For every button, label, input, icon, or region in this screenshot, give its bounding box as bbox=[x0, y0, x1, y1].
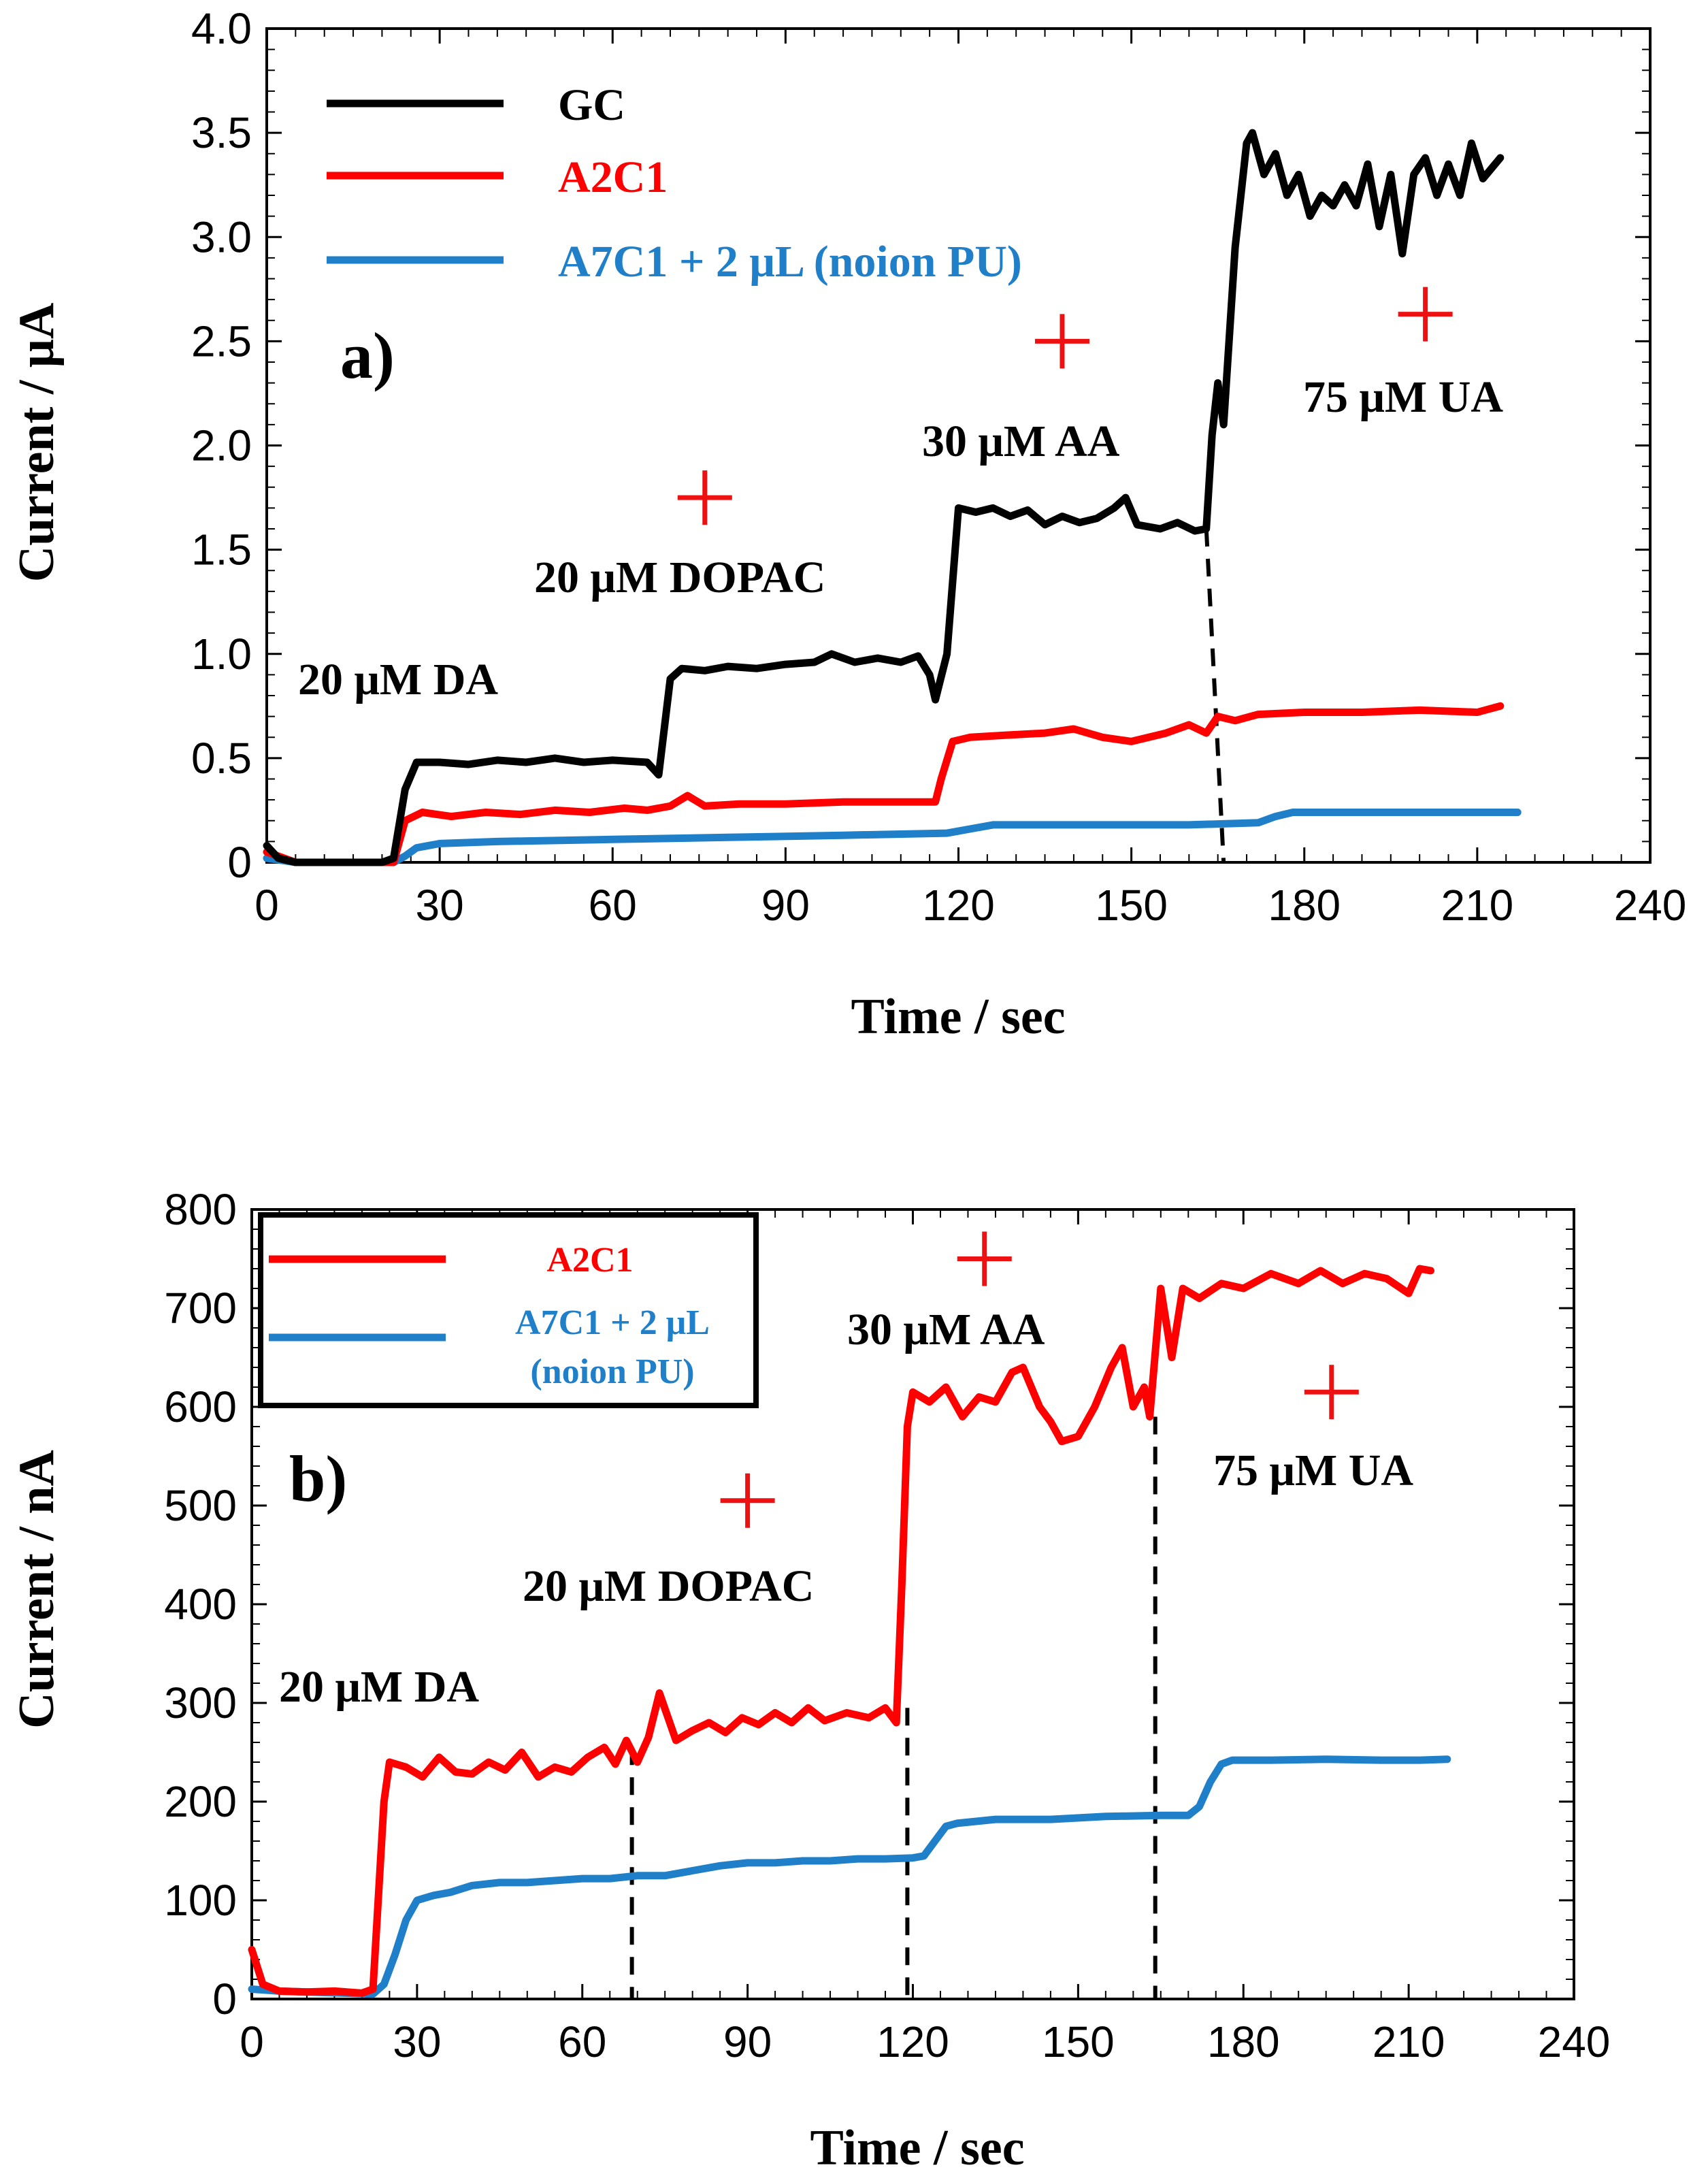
y-tick-label: 0 bbox=[212, 1974, 237, 2023]
x-tick-label: 0 bbox=[240, 2017, 264, 2066]
plus-marker bbox=[1304, 1365, 1359, 1420]
chart-b-ylabel: Current / nA bbox=[9, 1450, 65, 1729]
y-tick-label: 0 bbox=[227, 838, 252, 887]
x-tick-label: 30 bbox=[393, 2017, 441, 2066]
x-tick-label: 150 bbox=[1095, 881, 1168, 930]
legend-a-label-a7c1: A7C1 + 2 μL (noion PU) bbox=[558, 237, 1022, 287]
chart-a-annotation-ua: 75 μM UA bbox=[1303, 372, 1503, 422]
chart-a-annotation-da: 20 μM DA bbox=[298, 655, 498, 704]
series-line-a2c1 bbox=[248, 1265, 1434, 1997]
chart-b-series bbox=[248, 1265, 1451, 1998]
chart-a-legend: GC A2C1 A7C1 + 2 μL (noion PU) bbox=[327, 80, 1022, 287]
x-tick-label: 0 bbox=[254, 881, 279, 930]
legend-a-label-a2c1: A2C1 bbox=[558, 152, 668, 202]
x-tick-label: 240 bbox=[1614, 881, 1687, 930]
chart-a-dashed-lines bbox=[1204, 528, 1226, 863]
chart-b-legend: A2C1 A7C1 + 2 μL (noion PU) bbox=[258, 1212, 759, 1408]
y-tick-label: 4.0 bbox=[191, 4, 252, 53]
y-tick-label: 2.0 bbox=[191, 421, 252, 470]
y-tick-label: 3.0 bbox=[191, 212, 252, 261]
y-tick-label: 500 bbox=[164, 1481, 237, 1530]
x-tick-label: 60 bbox=[589, 881, 637, 930]
y-tick-label: 1.5 bbox=[191, 525, 252, 574]
series-line-a7c1 bbox=[248, 1755, 1451, 1998]
legend-a-label-gc: GC bbox=[558, 80, 625, 130]
chart-b: 0 30 60 90 120 150 180 210 240 0 100 200 300 400 500 60… bbox=[9, 1185, 1610, 2176]
y-tick-label: 300 bbox=[164, 1678, 237, 1727]
chart-b-annotation-dopac: 20 μM DOPAC bbox=[523, 1561, 814, 1611]
y-tick-label: 2.5 bbox=[191, 316, 252, 365]
plus-marker bbox=[1034, 314, 1089, 369]
x-tick-label: 240 bbox=[1538, 2017, 1611, 2066]
series-line-gc bbox=[263, 129, 1505, 866]
legend-b-label-a2c1: A2C1 bbox=[546, 1241, 633, 1280]
chart-b-panel-label: b) bbox=[289, 1442, 347, 1515]
chart-b-annotation-ua: 75 μM UA bbox=[1213, 1446, 1413, 1495]
y-tick-label: 400 bbox=[164, 1580, 237, 1629]
plus-marker bbox=[957, 1231, 1012, 1286]
legend-b-box bbox=[258, 1212, 759, 1408]
x-tick-label: 120 bbox=[876, 2017, 949, 2066]
y-tick-label: 800 bbox=[164, 1185, 237, 1234]
legend-b-label-a7c1-line2: (noion PU) bbox=[530, 1352, 694, 1391]
x-tick-label: 90 bbox=[761, 881, 810, 930]
y-tick-label: 200 bbox=[164, 1777, 237, 1826]
y-tick-label: 1.0 bbox=[191, 630, 252, 679]
chart-a-annotation-aa: 30 μM AA bbox=[922, 417, 1120, 466]
chart-b-annotation-aa: 30 μM AA bbox=[847, 1305, 1045, 1354]
chart-a-panel-label: a) bbox=[340, 319, 395, 392]
plus-marker bbox=[720, 1473, 775, 1528]
x-tick-label: 30 bbox=[416, 881, 464, 930]
chart-a-series bbox=[263, 129, 1522, 866]
plus-marker bbox=[677, 470, 732, 525]
x-tick-label: 210 bbox=[1373, 2017, 1445, 2066]
injection-dashed-line bbox=[1204, 528, 1226, 863]
x-tick-label: 210 bbox=[1441, 881, 1513, 930]
y-tick-label: 3.5 bbox=[191, 108, 252, 157]
chart-b-annotation-da: 20 μM DA bbox=[279, 1662, 479, 1712]
plus-marker bbox=[1398, 287, 1453, 342]
chart-a-markers bbox=[677, 287, 1453, 525]
chart-b-tick-labels: 0 30 60 90 120 150 180 210 240 0 100 200 300 400 500 60… bbox=[164, 1185, 1610, 2066]
chart-a-xlabel: Time / sec bbox=[851, 989, 1065, 1045]
chart-a: 0 30 60 90 120 150 180 210 240 0 0.5 1.0 1.5 2.0 2.5 3.… bbox=[9, 4, 1686, 1045]
y-tick-label: 100 bbox=[164, 1876, 237, 1925]
chart-a-tick-labels: 0 30 60 90 120 150 180 210 240 0 0.5 1.0 1.5 2.0 2.5 3.… bbox=[191, 4, 1686, 930]
x-tick-label: 150 bbox=[1042, 2017, 1115, 2066]
x-tick-label: 90 bbox=[723, 2017, 772, 2066]
x-tick-label: 180 bbox=[1207, 2017, 1280, 2066]
series-line-a2c1 bbox=[263, 702, 1505, 866]
legend-b-label-a7c1-line1: A7C1 + 2 μL bbox=[515, 1303, 710, 1342]
chart-b-xlabel: Time / sec bbox=[810, 2120, 1024, 2176]
x-tick-label: 120 bbox=[922, 881, 995, 930]
y-tick-label: 600 bbox=[164, 1382, 237, 1431]
x-tick-label: 60 bbox=[558, 2017, 606, 2066]
chart-b-markers bbox=[720, 1231, 1359, 1528]
chart-a-ylabel: Current / μA bbox=[9, 303, 65, 583]
chart-a-annotation-dopac: 20 μM DOPAC bbox=[534, 553, 825, 602]
y-tick-label: 700 bbox=[164, 1284, 237, 1333]
x-tick-label: 180 bbox=[1268, 881, 1341, 930]
chart-a-ticks bbox=[265, 27, 1652, 864]
series-line-a7c1 bbox=[263, 809, 1522, 866]
y-tick-label: 0.5 bbox=[191, 734, 252, 783]
